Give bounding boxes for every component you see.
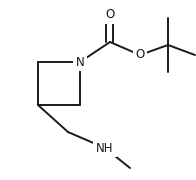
Text: NH: NH <box>96 141 114 154</box>
Text: O: O <box>135 48 145 62</box>
Text: O: O <box>105 8 115 21</box>
Text: N: N <box>76 55 84 69</box>
